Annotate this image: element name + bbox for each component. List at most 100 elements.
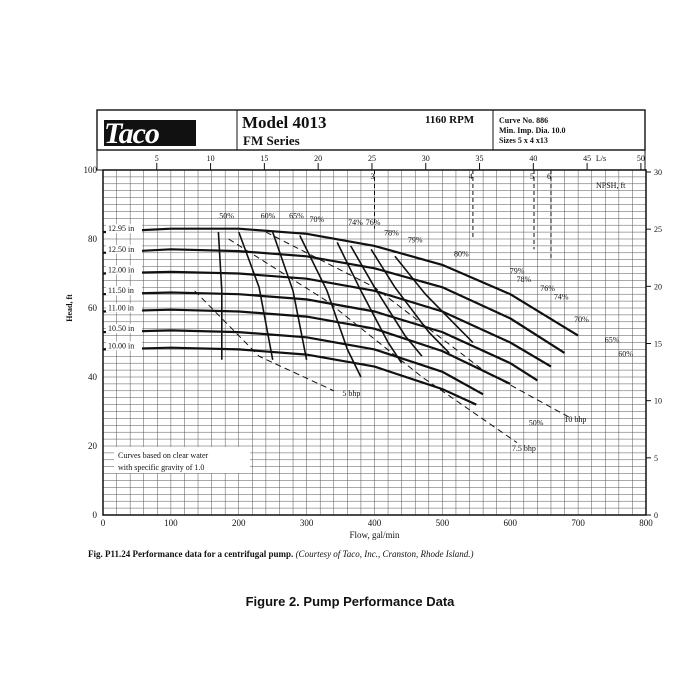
pump-sizes: Sizes 5 x 4 x13 (499, 136, 548, 145)
x-axis-label: Flow, gal/min (350, 530, 400, 540)
efficiency-curve (238, 231, 274, 360)
efficiency-label: 79% (408, 235, 423, 244)
note-line: Curves based on clear water (118, 451, 209, 460)
impeller-curve (102, 270, 552, 368)
right-tick-label: 20 (654, 282, 662, 291)
efficiency-curve (370, 248, 450, 354)
impeller-curve (102, 227, 579, 337)
impeller-label-bg (106, 286, 142, 296)
efficiency-label: 60% (261, 211, 276, 220)
x-tick-label: 600 (504, 518, 518, 528)
efficiency-label: 74% (554, 292, 569, 301)
efficiency-curve (336, 242, 403, 364)
efficiency-curve (394, 255, 474, 344)
impeller-label: 12.95 in (108, 224, 134, 233)
series-subtitle: FM Series (243, 133, 300, 148)
x-tick-label: 400 (368, 518, 382, 528)
impeller-label: 12.00 in (108, 266, 134, 275)
grid-lines (102, 169, 647, 516)
impeller-label-bg (106, 341, 142, 351)
figure-caption: Fig. P11.24 Performance data for a centr… (88, 549, 473, 559)
bhp-label: 7.5 bhp (512, 444, 536, 453)
impeller-label: 10.50 in (108, 324, 134, 333)
right-tick-label: 10 (654, 397, 662, 406)
y-axis-label: Head, ft (65, 294, 74, 322)
impeller-label: 11.00 in (108, 303, 134, 312)
bhp-line (194, 290, 335, 392)
top-tick-label: 10 (207, 154, 215, 163)
impeller-curves (102, 227, 579, 406)
impeller-label-bg (106, 244, 142, 254)
right-tick-label: 25 (654, 225, 662, 234)
caption-text: Performance data for a centrifugal pump. (132, 549, 294, 559)
rpm-label: 1160 RPM (425, 114, 475, 126)
impeller-curve (102, 329, 484, 396)
impeller-label-bg (106, 265, 142, 275)
impeller-label: 11.50 in (108, 286, 134, 295)
impeller-curve (102, 308, 511, 385)
efficiency-label: 65% (289, 211, 304, 220)
efficiency-label: 76% (366, 218, 381, 227)
npsh-label: 4 (469, 172, 473, 181)
impeller-label: 10.00 in (108, 341, 134, 350)
x-tick-label: 200 (232, 518, 246, 528)
y-tick-label: 40 (88, 372, 98, 382)
x-tick-label: 500 (436, 518, 450, 528)
bhp-label: 5 bhp (342, 389, 360, 398)
efficiency-label: 60% (618, 349, 633, 358)
right-tick-label: 30 (654, 168, 662, 177)
efficiency-label: 80% (454, 249, 469, 258)
taco-logo: Taco (104, 117, 160, 150)
efficiency-label: 78% (384, 229, 399, 238)
y-tick-label: 20 (88, 441, 98, 451)
top-tick-label: 50 (637, 154, 645, 163)
efficiency-label: 65% (605, 336, 620, 345)
y-tick-label: 60 (88, 303, 98, 313)
x-tick-label: 300 (300, 518, 314, 528)
top-tick-label: 15 (260, 154, 268, 163)
impeller-label: 12.50 in (108, 245, 134, 254)
min-impeller-dia: Min. Imp. Dia. 10.0 (499, 126, 566, 135)
caption-courtesy: (Courtesy of Taco, Inc., Cranston, Rhode… (295, 549, 474, 559)
impeller-curve (102, 291, 538, 382)
note-line: with specific gravity of 1.0 (118, 463, 204, 472)
x-tick-label: 100 (164, 518, 178, 528)
efficiency-label: 70% (309, 215, 324, 224)
logo-block (104, 120, 196, 146)
efficiency-label: 70% (574, 315, 589, 324)
impeller-curve (102, 346, 477, 406)
bhp-line (228, 238, 518, 444)
npsh-label: 5 (530, 172, 534, 181)
top-tick-label: 25 (368, 154, 376, 163)
top-tick-label: 45 (583, 154, 591, 163)
bhp-label: 10 bhp (564, 415, 586, 424)
top-tick-label: 35 (476, 154, 484, 163)
impeller-label-bg (106, 303, 142, 313)
curve-info: Curve No. 886 Min. Imp. Dia. 10.0 Sizes … (499, 116, 565, 146)
x-tick-label: 700 (571, 518, 585, 528)
efficiency-curves (217, 231, 474, 378)
efficiency-label: 50% (219, 211, 234, 220)
y-tick-label: 100 (84, 165, 98, 175)
npsh-label: 6 (547, 172, 551, 181)
efficiency-label: 79% (510, 267, 525, 276)
right-axis-label: NPSH, ft (596, 181, 626, 190)
top-axis-label: L/s (596, 154, 606, 163)
model-title: Model 4013 (242, 113, 327, 132)
caption-fig-no: Fig. P11.24 (88, 549, 131, 559)
right-tick-label: 15 (654, 340, 662, 349)
npsh-label: 3 (371, 172, 375, 181)
figure-title: Figure 2. Pump Performance Data (245, 594, 455, 609)
top-tick-label: 40 (529, 154, 537, 163)
efficiency-label: 78% (516, 275, 531, 284)
y-tick-label: 0 (93, 510, 98, 520)
impeller-curve (102, 248, 566, 354)
curve-number: Curve No. 886 (499, 116, 549, 125)
x-tick-label: 0 (101, 518, 106, 528)
efficiency-label: 50% (529, 418, 544, 427)
top-tick-label: 30 (422, 154, 430, 163)
top-tick-label: 20 (314, 154, 322, 163)
impeller-label-bg (106, 224, 142, 234)
